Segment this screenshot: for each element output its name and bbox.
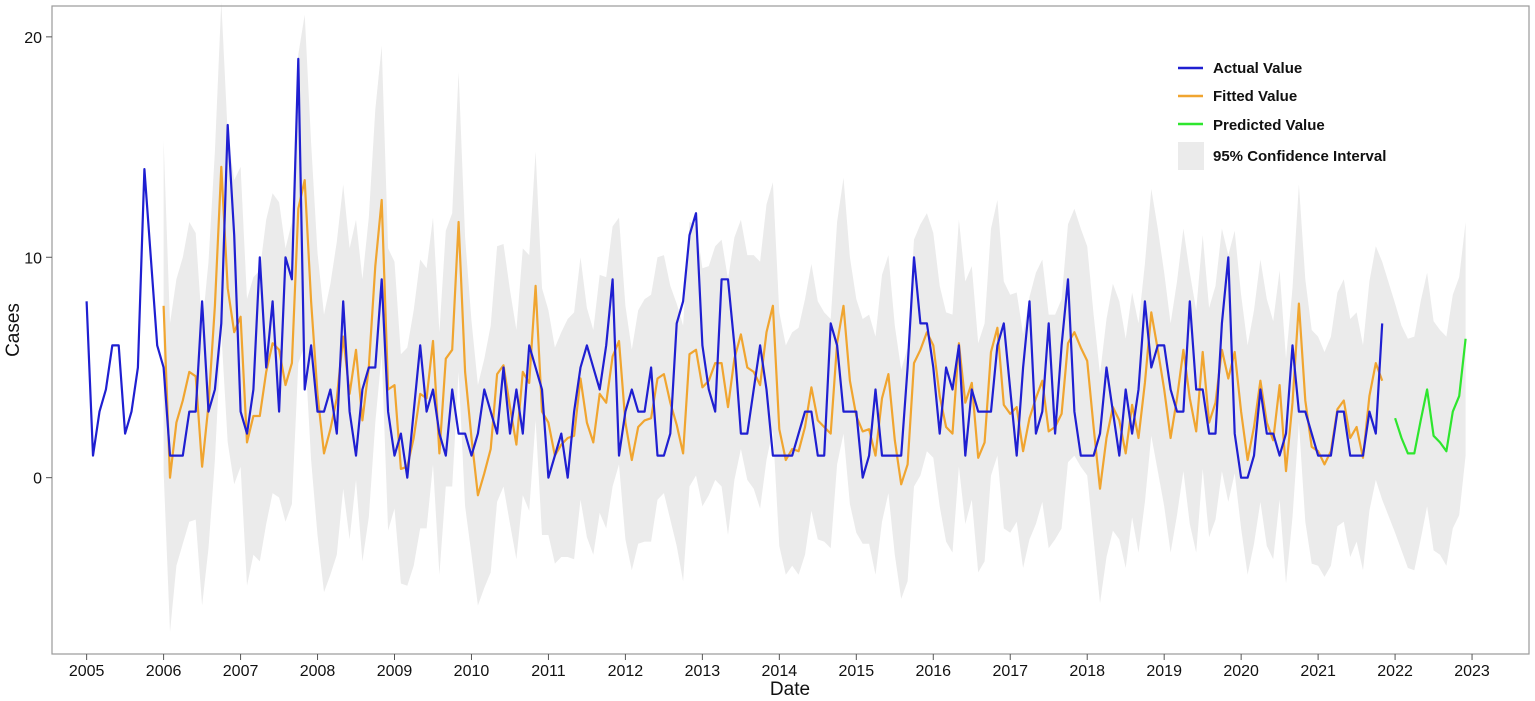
x-tick-label: 2005 xyxy=(69,663,105,680)
y-axis-title: Cases xyxy=(3,303,24,357)
legend-actual-label: Actual Value xyxy=(1213,60,1302,77)
y-axis-ticks: 0 10 20 xyxy=(24,30,52,488)
x-tick-label: 2016 xyxy=(915,663,951,680)
x-tick-label: 2022 xyxy=(1377,663,1413,680)
x-axis-ticks: 2005 2006 2007 2008 2009 2010 2011 2012 2013 2014… xyxy=(69,654,1490,680)
x-tick-label: 2019 xyxy=(1146,663,1182,680)
y-tick-label: 20 xyxy=(24,30,42,47)
legend: Actual Value Fitted Value Predicted Valu… xyxy=(1178,60,1386,170)
predicted-value-line xyxy=(1394,338,1467,455)
x-tick-label: 2006 xyxy=(146,663,182,680)
x-tick-label: 2017 xyxy=(992,663,1028,680)
fitted-series-layer xyxy=(162,165,1384,497)
actual-value-line xyxy=(85,57,1384,479)
x-tick-label: 2020 xyxy=(1223,663,1259,680)
legend-fitted-label: Fitted Value xyxy=(1213,88,1297,105)
x-tick-label: 2015 xyxy=(839,663,875,680)
x-tick-label: 2023 xyxy=(1454,663,1490,680)
x-tick-label: 2013 xyxy=(685,663,721,680)
x-tick-label: 2008 xyxy=(300,663,336,680)
actual-series-layer xyxy=(85,57,1384,479)
legend-ci-swatch xyxy=(1178,142,1204,170)
confidence-band xyxy=(163,1,1466,633)
confidence-interval-layer xyxy=(163,1,1466,633)
x-tick-label: 2014 xyxy=(762,663,798,680)
x-tick-label: 2021 xyxy=(1300,663,1336,680)
plot-border xyxy=(51,5,1530,655)
x-tick-label: 2009 xyxy=(377,663,413,680)
fitted-value-line xyxy=(162,165,1384,497)
x-tick-label: 2012 xyxy=(608,663,644,680)
y-tick-label: 0 xyxy=(33,471,42,488)
y-tick-label: 10 xyxy=(24,250,42,267)
x-axis-title: Date xyxy=(770,679,810,700)
x-tick-label: 2018 xyxy=(1069,663,1105,680)
x-tick-label: 2007 xyxy=(223,663,259,680)
predicted-series-layer xyxy=(1394,338,1467,455)
legend-ci-label: 95% Confidence Interval xyxy=(1213,148,1386,165)
x-tick-label: 2011 xyxy=(531,663,566,680)
legend-predicted-label: Predicted Value xyxy=(1213,117,1325,134)
x-tick-label: 2010 xyxy=(454,663,490,680)
